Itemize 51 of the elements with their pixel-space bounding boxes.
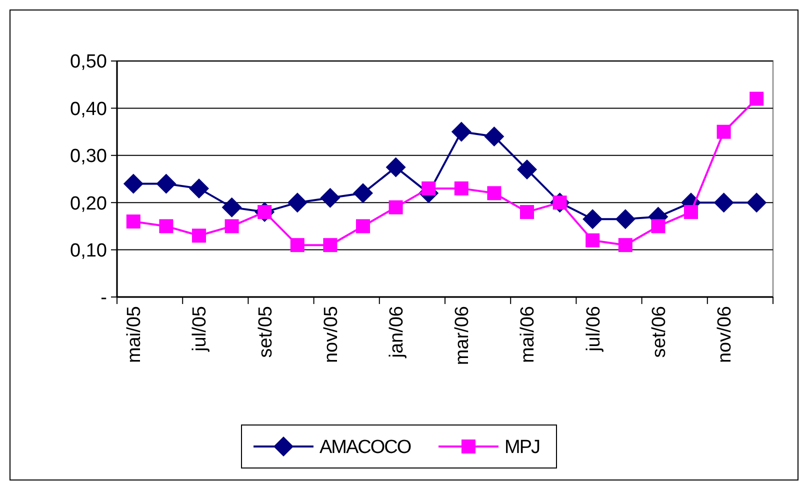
point: [224, 219, 239, 234]
point: [582, 209, 603, 230]
point: [651, 219, 666, 234]
point: [750, 92, 764, 106]
x-tick-label: mar/06: [452, 306, 474, 366]
x-tick-label: mai/05: [124, 306, 146, 364]
point: [320, 188, 340, 208]
x-tick-label: jan/06: [386, 306, 408, 359]
x-tick-label: jul/05: [190, 306, 211, 352]
point: [222, 197, 242, 218]
point: [156, 174, 176, 194]
point: [422, 181, 436, 196]
x-tick-label: mai/06: [518, 306, 539, 364]
point: [484, 126, 504, 147]
point: [189, 178, 209, 198]
point: [517, 160, 537, 180]
point: [386, 157, 406, 178]
point: [487, 186, 502, 200]
point: [684, 205, 698, 220]
point: [454, 181, 468, 196]
point: [356, 219, 370, 234]
point: [290, 238, 304, 252]
point: [159, 219, 174, 234]
point: [323, 238, 338, 252]
point: [716, 124, 731, 139]
y-tick-label: 0,40: [70, 98, 107, 120]
x-tick-label: set/05: [255, 306, 276, 358]
point: [353, 183, 373, 204]
y-tick-label: 0,30: [70, 146, 107, 168]
point: [615, 209, 636, 230]
point: [126, 214, 140, 228]
y-tick-label: 0,10: [70, 240, 107, 262]
x-tick-label: nov/05: [320, 306, 342, 364]
x-tick-label: nov/06: [714, 306, 736, 364]
legend-label: MPJ: [504, 437, 540, 458]
point: [388, 200, 403, 214]
point: [451, 122, 472, 142]
y-tick-label: 0,20: [70, 193, 107, 214]
point: [746, 192, 767, 213]
point: [192, 228, 206, 243]
y-tick-label: -: [100, 288, 107, 309]
x-tick-label: jul/06: [583, 306, 604, 352]
y-tick-label: 0,50: [70, 52, 107, 73]
legend-label: AMACOCO: [320, 437, 411, 458]
point: [287, 192, 308, 213]
point: [520, 205, 534, 220]
point: [618, 238, 632, 252]
point: [714, 192, 734, 213]
point: [586, 233, 600, 248]
point: [123, 174, 144, 194]
x-tick-label: set/06: [648, 306, 670, 358]
